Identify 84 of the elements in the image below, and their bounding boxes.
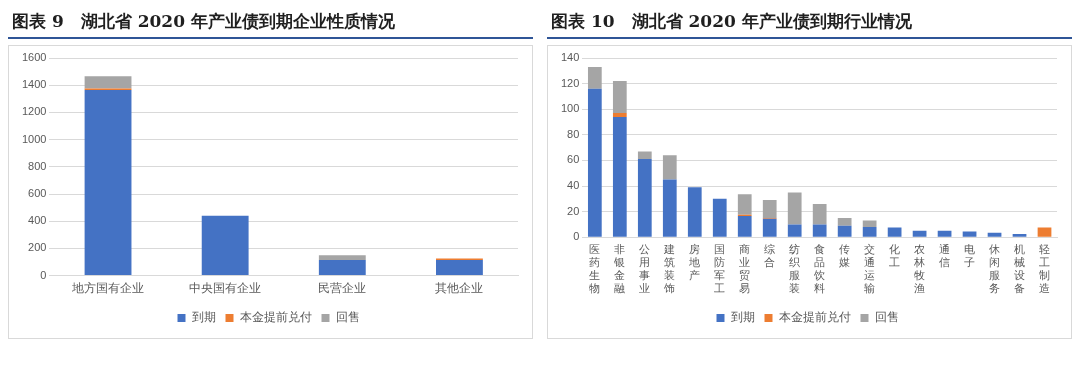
- x-tick-label: 食品饮料: [813, 242, 826, 295]
- y-tick-label: 400: [28, 214, 47, 227]
- x-tick-label: 中央国有企业: [189, 281, 262, 296]
- bar: [887, 227, 902, 237]
- bar: [862, 226, 877, 237]
- x-tick-label: 其他企业: [435, 281, 484, 296]
- x-tick-label: 化工: [889, 242, 901, 269]
- bar: [812, 224, 827, 237]
- bar: [637, 159, 652, 237]
- x-tick-label: 机械设备: [1014, 242, 1026, 295]
- bar: [84, 89, 132, 276]
- x-tick-label: 农林牧渔: [913, 242, 926, 295]
- bar: [787, 224, 802, 237]
- x-tick-label: 通信: [939, 242, 951, 269]
- y-tick-label: 800: [28, 159, 47, 172]
- bar: [201, 215, 249, 276]
- bar: [1037, 227, 1052, 237]
- y-tick-label: 0: [40, 268, 47, 281]
- y-tick-label: 1000: [21, 132, 47, 145]
- x-tick-label: 国防军工: [714, 242, 726, 295]
- bar: [862, 220, 877, 227]
- bar: [612, 113, 627, 117]
- bar: [837, 218, 852, 226]
- y-tick-label: 1400: [21, 78, 47, 91]
- bar: [812, 203, 827, 225]
- y-tick-label: 1200: [21, 105, 47, 118]
- bar: [318, 255, 366, 260]
- y-tick-label: 20: [567, 204, 580, 217]
- bar: [436, 259, 483, 276]
- x-tick-label: 综合: [764, 242, 776, 269]
- x-tick-label: 轻工制造: [1039, 242, 1051, 295]
- chart-title: 图表 10 湖北省 2020 年产业债到期行业情况: [547, 8, 1072, 39]
- x-tick-label: 休闲服务: [989, 242, 1001, 295]
- y-tick-label: 200: [28, 241, 47, 254]
- x-tick-label: 传媒: [839, 242, 851, 269]
- bar: [318, 259, 366, 276]
- bar: [612, 81, 627, 114]
- y-tick-label: 600: [28, 187, 47, 200]
- x-tick-label: 交通运输: [864, 242, 876, 295]
- y-tick-label: 100: [560, 102, 580, 115]
- bar: [837, 225, 852, 237]
- bar: [612, 116, 627, 237]
- y-tick-label: 80: [567, 127, 580, 140]
- legend-label: 到期: [191, 310, 216, 325]
- bar: [587, 88, 602, 237]
- bar: [662, 155, 677, 180]
- legend-label: 到期: [730, 310, 755, 325]
- bar: [662, 179, 677, 237]
- x-tick-label: 公用事业: [639, 242, 651, 295]
- y-tick-label: 0: [573, 230, 580, 243]
- x-tick-label: 民营企业: [318, 281, 367, 296]
- x-tick-label: 商业贸易: [739, 242, 751, 295]
- x-tick-label: 医药生物: [589, 242, 601, 295]
- legend-label: 本金提前兑付: [778, 310, 851, 325]
- bar: [637, 151, 652, 160]
- bar: [912, 230, 927, 237]
- bar: [737, 194, 752, 215]
- bar: [762, 218, 777, 237]
- y-tick-label: 60: [567, 153, 580, 166]
- x-tick-label: 房地产: [688, 242, 701, 282]
- y-tick-label: 40: [567, 179, 580, 192]
- bar: [987, 232, 1002, 237]
- x-tick-label: 建筑装饰: [663, 242, 676, 295]
- x-tick-label: 非银金融: [613, 242, 626, 295]
- y-tick-label: 120: [560, 76, 580, 89]
- y-tick-label: 140: [560, 51, 580, 64]
- bar: [587, 66, 602, 89]
- x-tick-label: 电子: [964, 242, 976, 269]
- legend-label: 回售: [335, 310, 360, 325]
- legend-label: 回售: [874, 310, 899, 325]
- bar: [937, 230, 952, 237]
- chart-title: 图表 9 湖北省 2020 年产业债到期企业性质情况: [8, 8, 533, 39]
- bar: [84, 76, 132, 89]
- x-tick-label: 地方国有企业: [71, 281, 145, 296]
- x-tick-label: 纺织服装: [789, 242, 801, 295]
- bar: [787, 192, 802, 225]
- legend-label: 本金提前兑付: [239, 310, 312, 325]
- bar: [737, 216, 752, 237]
- bar: [762, 200, 777, 218]
- bar: [687, 187, 702, 237]
- y-tick-label: 1600: [21, 51, 47, 64]
- bar: [962, 231, 977, 237]
- bar: [1012, 234, 1027, 237]
- bar: [712, 198, 727, 237]
